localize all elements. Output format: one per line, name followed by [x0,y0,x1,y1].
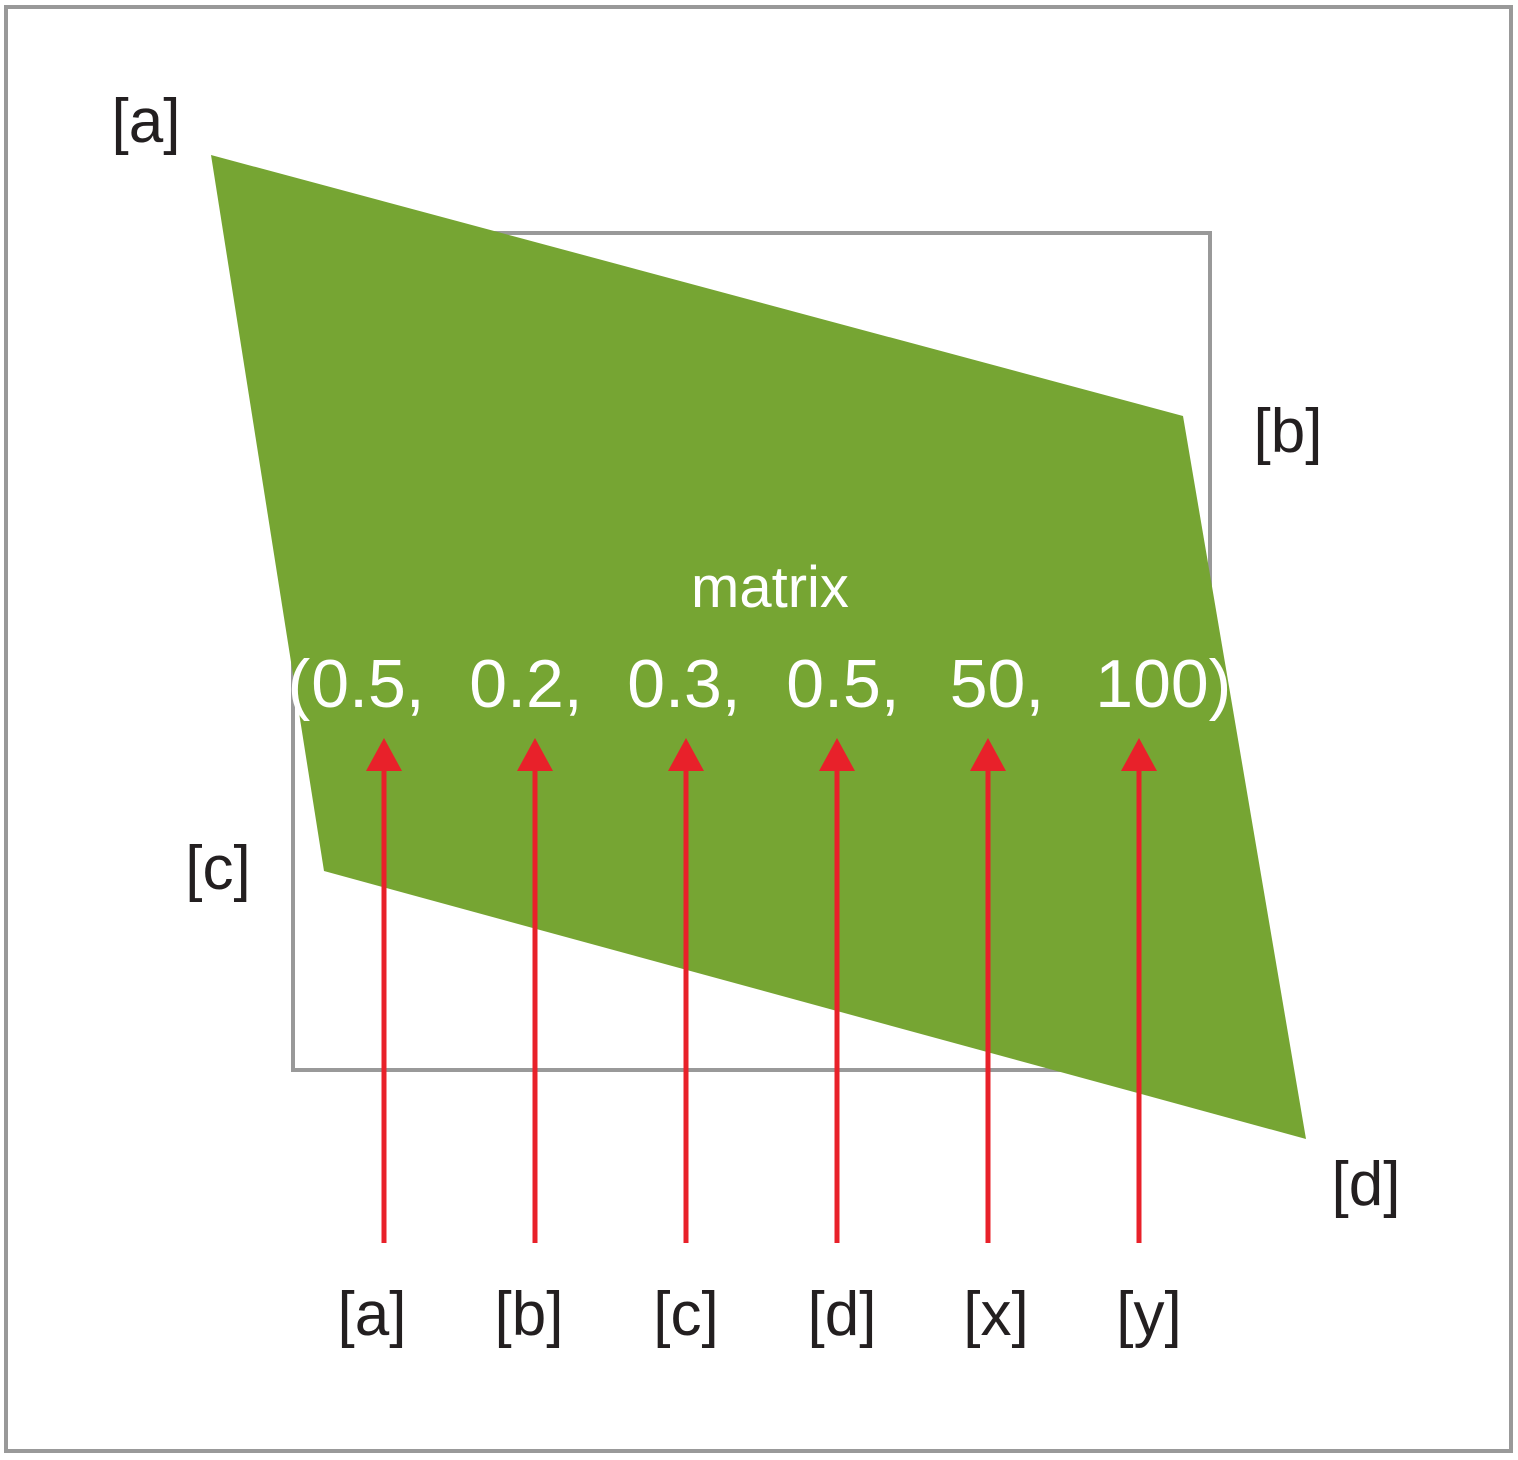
matrix-value-b: 0.2, [469,646,582,722]
arrow-a-head [366,738,402,771]
arrow-b-head [517,738,553,771]
matrix-value-y: 100 [1095,646,1208,722]
param-label-b: [b] [495,1280,564,1349]
param-label-d: [d] [808,1280,877,1349]
arrow-c-head [668,738,704,771]
arrow-y-head [1121,738,1157,771]
matrix-value-c: 0.3, [627,646,740,722]
matrix-open-paren: ( [288,646,311,722]
arrow-c [668,738,704,1243]
arrow-d [819,738,855,1243]
param-label-y: [y] [1116,1280,1181,1349]
arrow-d-head [819,738,855,771]
param-label-a: [a] [338,1280,407,1349]
arrow-x [970,738,1006,1243]
arrow-y [1121,738,1157,1243]
matrix-title: matrix [691,555,849,620]
matrix-close-paren: ) [1209,646,1232,722]
matrix-value-a: 0.5, [311,646,424,722]
arrow-b [517,738,553,1243]
arrow-x-head [970,738,1006,771]
matrix-value-x: 50, [950,646,1045,722]
corner-label-d: [d] [1332,1150,1401,1219]
transformed-parallelogram [211,155,1306,1139]
param-label-x: [x] [963,1280,1028,1349]
param-label-c: [c] [653,1280,718,1349]
arrow-a [366,738,402,1243]
matrix-value-d: 0.5, [786,646,899,722]
corner-label-c: [c] [185,834,250,903]
corner-label-a: [a] [112,87,181,156]
corner-label-b: [b] [1254,397,1323,466]
